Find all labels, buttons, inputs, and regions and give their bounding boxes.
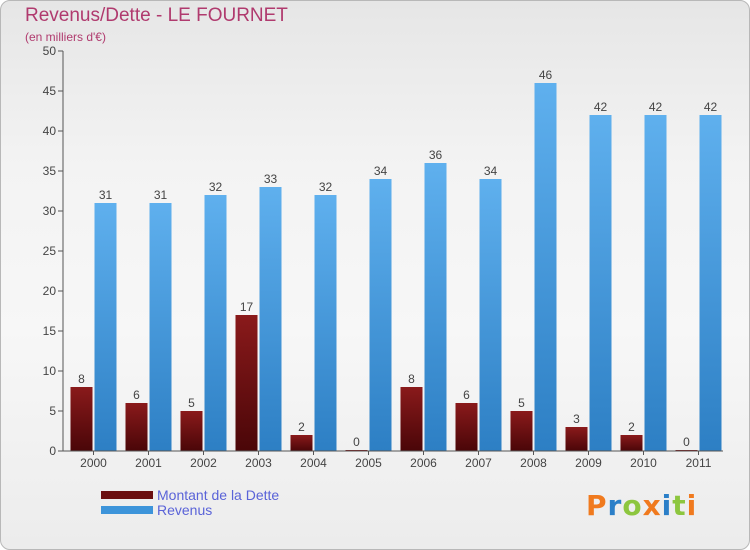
logo-letter: P <box>586 489 608 522</box>
data-label-revenus: 32 <box>209 180 223 194</box>
y-tick-label: 0 <box>49 444 56 458</box>
proxiti-logo: Proxiti <box>586 489 697 522</box>
data-label-dette: 5 <box>188 396 195 410</box>
data-label-dette: 3 <box>573 412 580 426</box>
y-tick-label: 30 <box>43 204 57 218</box>
y-tick-label: 25 <box>43 244 57 258</box>
data-label-revenus: 31 <box>99 188 113 202</box>
y-tick-label: 5 <box>49 404 56 418</box>
data-label-dette: 2 <box>628 420 635 434</box>
data-label-dette: 8 <box>78 372 85 386</box>
data-label-revenus: 46 <box>539 68 553 82</box>
x-tick-label: 2010 <box>630 456 657 470</box>
y-tick-label: 40 <box>43 124 57 138</box>
data-label-dette: 17 <box>240 300 254 314</box>
data-label-dette: 2 <box>298 420 305 434</box>
legend-swatch-revenus <box>101 505 153 514</box>
data-label-revenus: 42 <box>704 100 718 114</box>
bar-revenus <box>479 179 502 451</box>
data-label-revenus: 34 <box>484 164 498 178</box>
bar-dette <box>510 411 533 451</box>
data-label-revenus: 33 <box>264 172 278 186</box>
x-tick-label: 2004 <box>300 456 327 470</box>
x-tick-label: 2009 <box>575 456 602 470</box>
y-tick-label: 20 <box>43 284 57 298</box>
x-tick-label: 2005 <box>355 456 382 470</box>
bar-revenus <box>589 115 612 451</box>
bar-dette <box>400 387 423 451</box>
data-label-revenus: 32 <box>319 180 333 194</box>
bar-revenus <box>369 179 392 451</box>
logo-letter: t <box>672 489 687 522</box>
x-tick-label: 2000 <box>80 456 107 470</box>
x-tick-label: 2003 <box>245 456 272 470</box>
x-tick-label: 2008 <box>520 456 547 470</box>
bar-dette <box>565 427 588 451</box>
bar-revenus <box>644 115 667 451</box>
x-tick-label: 2011 <box>686 456 712 470</box>
legend-item-dette: Montant de la Dette <box>101 486 280 503</box>
x-tick-label: 2007 <box>465 456 492 470</box>
y-tick-label: 15 <box>43 324 57 338</box>
bar-revenus <box>94 203 117 451</box>
bar-revenus <box>149 203 172 451</box>
bar-revenus <box>424 163 447 451</box>
bar-chart: 0510152025303540455083120006312001532200… <box>43 44 723 470</box>
legend-swatch-dette <box>101 490 153 499</box>
data-label-dette: 8 <box>408 372 415 386</box>
bar-revenus <box>314 195 337 451</box>
data-label-revenus: 31 <box>154 188 168 202</box>
bar-revenus <box>259 187 282 451</box>
legend-item-revenus: Revenus <box>101 501 279 518</box>
legend-label-dette: Montant de la Dette <box>157 486 280 503</box>
data-label-revenus: 36 <box>429 148 443 162</box>
bar-revenus <box>699 115 722 451</box>
y-tick-label: 10 <box>43 364 57 378</box>
bar-revenus <box>534 83 557 451</box>
x-tick-label: 2002 <box>190 456 217 470</box>
legend-label-revenus: Revenus <box>157 501 213 518</box>
bar-dette <box>70 387 93 451</box>
y-tick-label: 45 <box>43 84 57 98</box>
bar-dette <box>125 403 148 451</box>
bar-dette <box>180 411 203 451</box>
bar-revenus <box>204 195 227 451</box>
data-label-dette: 0 <box>683 435 690 449</box>
data-label-dette: 5 <box>518 396 525 410</box>
data-label-revenus: 42 <box>594 100 608 114</box>
data-label-revenus: 34 <box>374 164 388 178</box>
chart-subtitle: (en milliers d'€) <box>25 30 106 44</box>
bar-dette <box>235 315 258 451</box>
logo-letter: o <box>622 489 643 522</box>
data-label-dette: 6 <box>133 388 140 402</box>
logo-letter: x <box>642 489 662 522</box>
x-tick-label: 2006 <box>410 456 437 470</box>
y-tick-label: 35 <box>43 164 57 178</box>
bar-dette <box>455 403 478 451</box>
x-tick-label: 2001 <box>135 456 162 470</box>
data-label-revenus: 42 <box>649 100 663 114</box>
y-tick-label: 50 <box>43 44 57 58</box>
data-label-dette: 0 <box>353 435 360 449</box>
chart-title: Revenus/Dette - LE FOURNET <box>25 5 288 26</box>
bar-dette <box>290 435 313 451</box>
logo-letter: i <box>686 489 698 522</box>
data-label-dette: 6 <box>463 388 470 402</box>
legend: Montant de la Dette Revenus <box>101 486 280 518</box>
bar-dette <box>620 435 643 451</box>
logo-letter: i <box>661 489 673 522</box>
logo-letter: r <box>607 489 623 522</box>
